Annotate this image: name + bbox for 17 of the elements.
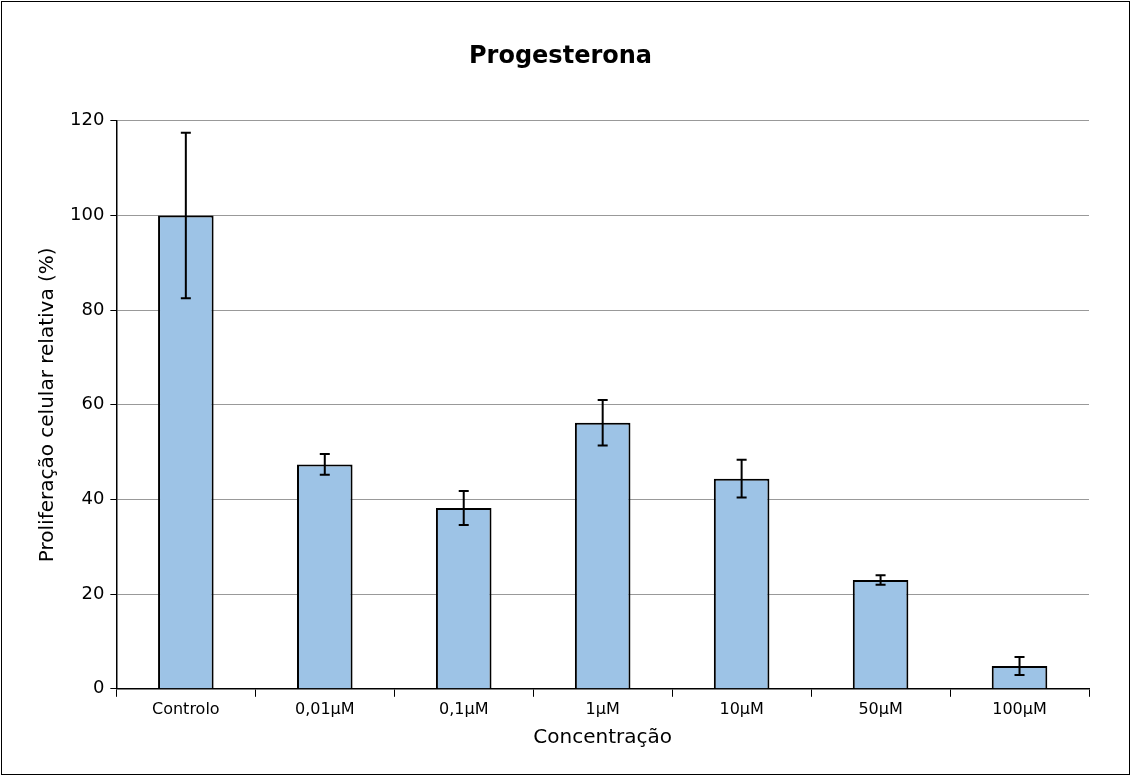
x-tick-label: 0,1µM: [439, 698, 489, 718]
y-tick-label: 60: [81, 392, 105, 414]
x-tick-label: 1µM: [585, 698, 620, 718]
x-tick-label: 100µM: [992, 698, 1047, 718]
x-axis-title: Concentração: [533, 724, 673, 749]
y-tick-label: 120: [70, 108, 105, 130]
x-tick-label: 10µM: [719, 698, 764, 718]
y-axis-title: Proliferação celular relativa (%): [34, 247, 59, 563]
chart-title: Progesterona: [468, 40, 653, 69]
x-tick-label: 50µM: [858, 698, 903, 718]
y-tick-label: 80: [81, 297, 105, 319]
y-tick-label: 20: [81, 581, 105, 603]
x-tick-label: 0,01µM: [294, 698, 355, 718]
y-tick-label: 40: [81, 487, 105, 509]
y-tick-label: 100: [70, 203, 105, 225]
x-tick-label: Controlo: [152, 698, 220, 718]
y-tick-label: 0: [92, 676, 105, 698]
